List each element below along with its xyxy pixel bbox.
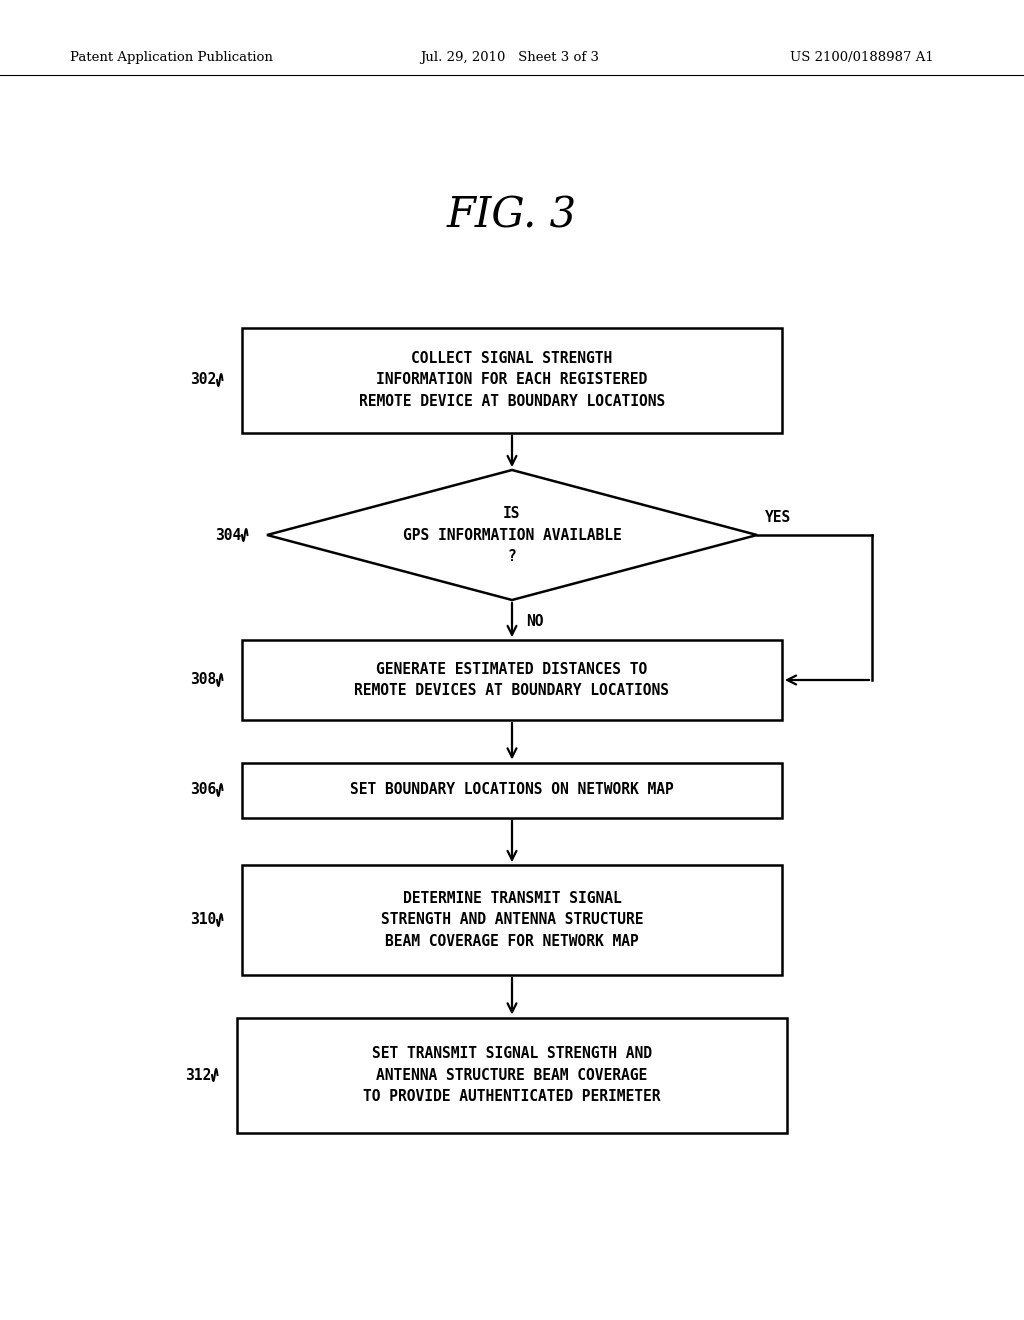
Text: YES: YES (765, 510, 792, 524)
Text: NO: NO (526, 615, 544, 630)
Text: SET TRANSMIT SIGNAL STRENGTH AND
ANTENNA STRUCTURE BEAM COVERAGE
TO PROVIDE AUTH: SET TRANSMIT SIGNAL STRENGTH AND ANTENNA… (364, 1045, 660, 1104)
Bar (242, 763, 782, 817)
Polygon shape (267, 470, 757, 601)
Text: GENERATE ESTIMATED DISTANCES TO
REMOTE DEVICES AT BOUNDARY LOCATIONS: GENERATE ESTIMATED DISTANCES TO REMOTE D… (354, 661, 670, 698)
Text: COLLECT SIGNAL STRENGTH
INFORMATION FOR EACH REGISTERED
REMOTE DEVICE AT BOUNDAR: COLLECT SIGNAL STRENGTH INFORMATION FOR … (358, 351, 666, 409)
Bar (242, 640, 782, 719)
Text: 308: 308 (189, 672, 216, 688)
Text: 302: 302 (189, 372, 216, 388)
Text: 310: 310 (189, 912, 216, 928)
Text: 312: 312 (184, 1068, 211, 1082)
Bar (242, 327, 782, 433)
Text: 304: 304 (215, 528, 241, 543)
Text: IS
GPS INFORMATION AVAILABLE
?: IS GPS INFORMATION AVAILABLE ? (402, 506, 622, 564)
Text: Jul. 29, 2010   Sheet 3 of 3: Jul. 29, 2010 Sheet 3 of 3 (420, 51, 599, 65)
Bar (237, 1018, 787, 1133)
Text: DETERMINE TRANSMIT SIGNAL
STRENGTH AND ANTENNA STRUCTURE
BEAM COVERAGE FOR NETWO: DETERMINE TRANSMIT SIGNAL STRENGTH AND A… (381, 891, 643, 949)
Text: 306: 306 (189, 783, 216, 797)
Bar (242, 865, 782, 975)
Text: US 2100/0188987 A1: US 2100/0188987 A1 (790, 51, 934, 65)
Text: Patent Application Publication: Patent Application Publication (70, 51, 272, 65)
Text: SET BOUNDARY LOCATIONS ON NETWORK MAP: SET BOUNDARY LOCATIONS ON NETWORK MAP (350, 783, 674, 797)
Text: FIG. 3: FIG. 3 (446, 194, 578, 236)
